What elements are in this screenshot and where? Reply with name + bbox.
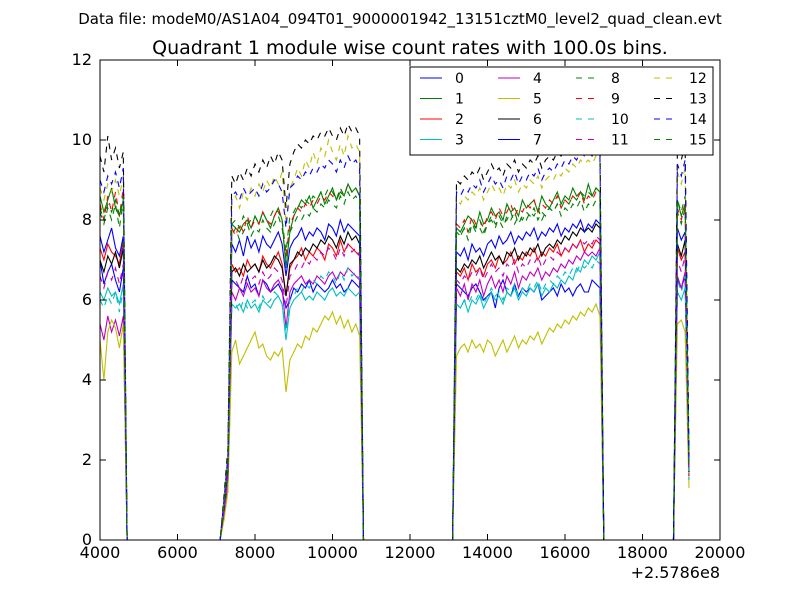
legend-label-3: 3 [455,133,464,149]
legend-label-9: 9 [611,92,620,108]
x-tick-label: 4000 [80,543,121,562]
legend-label-11: 11 [611,133,629,149]
legend-label-8: 8 [611,71,620,87]
legend-label-6: 6 [533,112,542,128]
legend-label-0: 0 [455,71,464,87]
y-tick-label: 6 [82,290,92,309]
tick-layer: 4000 6000 8000 10000 12000 14000 16000 18000 200… [72,50,746,562]
x-tick-label: 20000 [695,543,746,562]
legend-label-4: 4 [533,71,542,87]
x-tick-label: 14000 [462,543,513,562]
legend-label-7: 7 [533,133,542,149]
x-tick-label: 12000 [385,543,436,562]
legend-label-15: 15 [689,133,707,149]
legend-label-5: 5 [533,92,542,108]
legend-frame [409,66,714,156]
x-tick-label: 6000 [157,543,198,562]
y-tick-label: 12 [72,50,92,69]
chart-title: Quadrant 1 module wise count rates with … [152,37,668,59]
legend-label-12: 12 [689,71,707,87]
series-line-5 [99,302,690,541]
legend-label-14: 14 [689,112,707,128]
y-tick-label: 0 [82,530,92,549]
x-tick-label: 18000 [617,543,668,562]
legend-label-2: 2 [455,112,464,128]
figure-suptitle: Data file: modeM0/AS1A04_094T01_90000019… [78,10,722,29]
legend-label-10: 10 [611,112,629,128]
x-tick-label: 10000 [307,543,358,562]
y-tick-label: 2 [82,450,92,469]
series-line-15 [99,182,690,541]
x-tick-label: 16000 [540,543,591,562]
y-tick-label: 10 [72,130,92,149]
legend-label-1: 1 [455,92,464,108]
x-offset-label: +2.5786e8 [631,563,720,582]
series-layer [99,122,690,541]
y-tick-label: 4 [82,370,92,389]
x-tick-label: 8000 [235,543,276,562]
y-tick-label: 8 [82,210,92,229]
legend-label-13: 13 [689,92,707,108]
